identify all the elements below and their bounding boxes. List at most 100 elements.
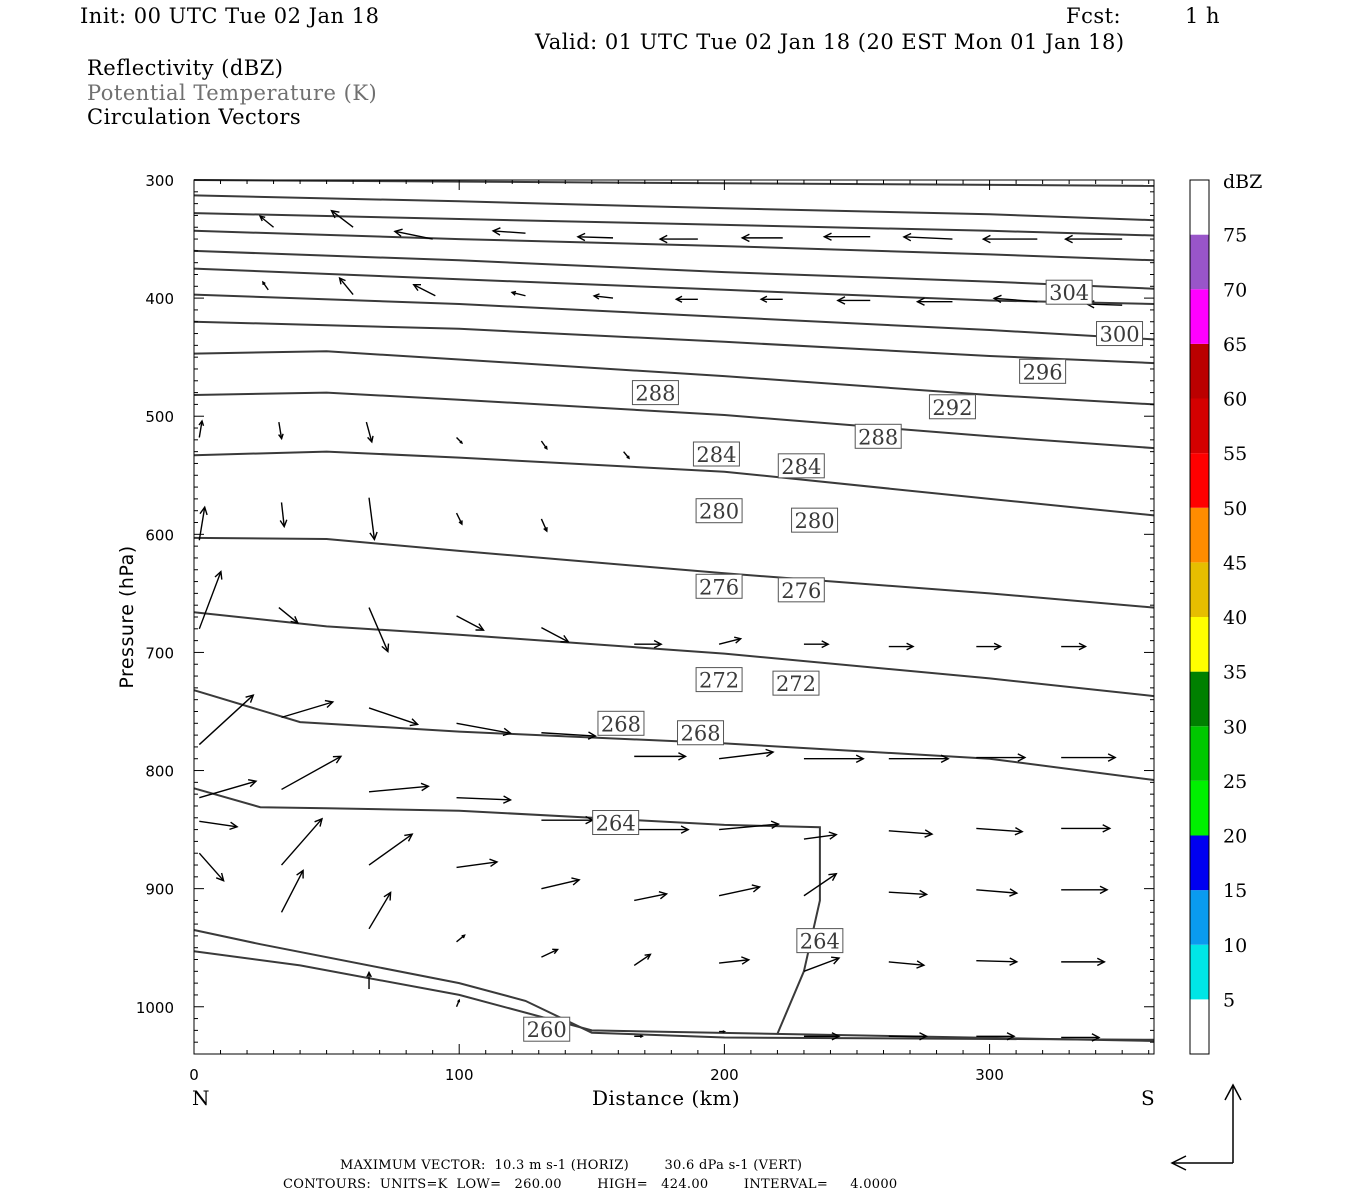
vector-head: [552, 948, 559, 955]
colorbar-bin: [1190, 617, 1209, 672]
vector-head: [383, 891, 392, 901]
contour-label: 292: [932, 396, 972, 420]
circulation-vector: [368, 707, 418, 726]
vector-head: [674, 295, 683, 303]
contour-label-box: [695, 498, 743, 524]
contour-label-box: [791, 507, 839, 533]
vector-head: [543, 527, 548, 533]
contour-label-box: [1096, 321, 1144, 347]
x-axis-label: Distance (km): [592, 1086, 741, 1110]
contour-label-box: [592, 810, 640, 836]
circulation-vector: [541, 627, 569, 643]
circulation-vector: [281, 755, 342, 791]
circulation-vector: [456, 722, 511, 734]
circulation-vector: [456, 615, 484, 631]
vector-head: [592, 293, 600, 300]
vector-head: [279, 519, 288, 529]
vector-head: [393, 228, 403, 237]
circulation-vector: [368, 785, 429, 793]
circulation-vector: [281, 701, 334, 719]
circulation-vector: [280, 818, 323, 866]
contour-label: 304: [1049, 281, 1089, 305]
vector-head: [821, 640, 830, 649]
vector-head: [198, 419, 205, 427]
vector-head: [828, 831, 838, 840]
contour-label-box: [1045, 279, 1093, 305]
vector-head: [420, 782, 430, 792]
circulation-vector: [368, 892, 392, 930]
vector-head: [1014, 827, 1024, 836]
x-axis-north-label: N: [192, 1086, 210, 1110]
colorbar-bin: [1190, 835, 1209, 891]
colorbar-label: 10: [1223, 935, 1247, 957]
vector-head: [245, 694, 255, 703]
footer-max-vector: MAXIMUM VECTOR: 10.3 m s-1 (HORIZ) 30.6 …: [340, 1158, 803, 1173]
vector-head: [229, 821, 239, 831]
colorbar-label: 25: [1223, 771, 1247, 793]
y-tick-label: 1000: [136, 999, 174, 1017]
vector-head: [919, 1032, 929, 1041]
circulation-vector: [368, 833, 413, 866]
colorbar-bin: [1190, 180, 1209, 235]
vector-head: [855, 754, 865, 764]
vector-head: [831, 956, 841, 965]
vector-head: [915, 297, 925, 306]
vector-head: [1102, 824, 1112, 833]
contour-line: [193, 536, 1155, 609]
contour-line: [193, 689, 1155, 781]
contour-label-box: [692, 441, 740, 467]
reference-vector: [1170, 1083, 1242, 1171]
colorbar-label: 40: [1223, 607, 1247, 629]
vector-head: [543, 445, 548, 450]
circulation-vector: [577, 236, 614, 239]
circulation-vector: [994, 297, 1038, 303]
vector-head: [258, 215, 266, 222]
circulation-vector: [540, 440, 548, 450]
vector-head: [626, 455, 630, 460]
y-tick-label: 700: [145, 644, 174, 662]
colorbar-bin: [1190, 507, 1209, 563]
vector-head: [457, 998, 461, 1003]
contour-line: [193, 249, 1155, 290]
colorbar-bin: [1190, 453, 1209, 508]
vector-head: [324, 699, 335, 709]
vector-head: [822, 232, 832, 241]
vector-head: [409, 718, 420, 727]
field-potential-temperature: Potential Temperature (K): [87, 81, 378, 105]
x-tick-label: 100: [445, 1066, 474, 1084]
circulation-vector: [198, 694, 254, 746]
x-tick-label: 300: [975, 1066, 1004, 1084]
colorbar-label: 30: [1223, 716, 1247, 738]
vector-head: [502, 727, 512, 737]
circulation-vector: [594, 295, 614, 299]
colorbar-label: 50: [1223, 498, 1247, 520]
vector-head: [587, 731, 597, 740]
vector-head: [993, 642, 1003, 651]
circulation-vector: [199, 780, 257, 799]
vector-head: [366, 970, 372, 978]
vector-head: [940, 754, 950, 764]
contour-label: 272: [699, 669, 739, 693]
vector-head: [759, 295, 768, 303]
contour-label: 296: [1023, 360, 1063, 384]
vector-head: [1017, 753, 1027, 762]
vector-head: [404, 833, 414, 842]
circulation-vector: [976, 827, 1023, 833]
contour-label: 276: [781, 579, 821, 603]
vector-head: [296, 869, 304, 879]
contour-label: 288: [635, 382, 675, 406]
circulation-vector: [803, 833, 837, 840]
vector-head: [369, 531, 378, 542]
circulation-vector: [541, 879, 580, 890]
contour-label-box: [777, 453, 825, 479]
vector-head: [1078, 642, 1088, 651]
vector-head: [461, 934, 466, 939]
contour-label-box: [928, 394, 976, 420]
colorbar-bin: [1190, 780, 1209, 836]
x-axis-south-label: S: [1141, 1086, 1155, 1110]
colorbar-bin: [1190, 890, 1209, 945]
circulation-vector: [888, 961, 924, 966]
forecast-label: Fcst:: [1066, 4, 1122, 28]
circulation-vector: [456, 861, 498, 869]
